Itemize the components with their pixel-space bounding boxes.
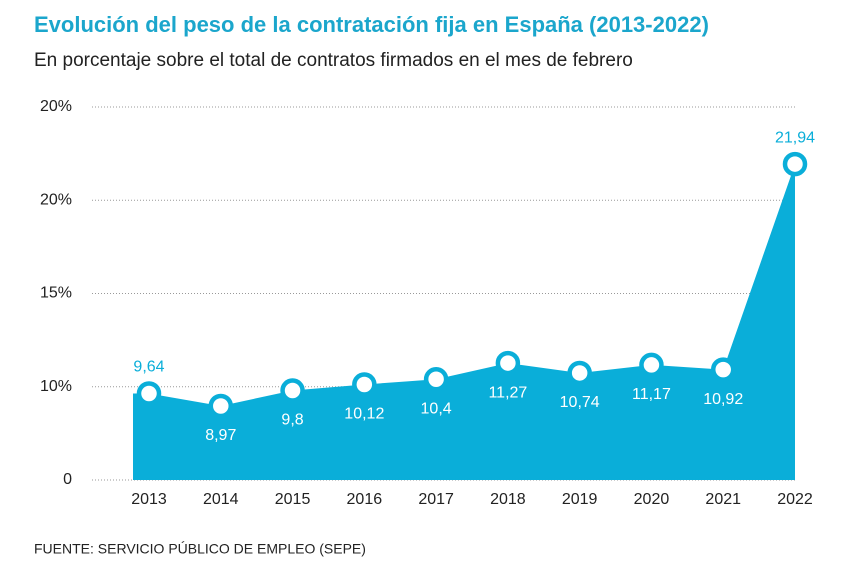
chart-subtitle: En porcentaje sobre el total de contrato…	[34, 50, 633, 71]
x-tick-label: 2015	[275, 491, 311, 508]
data-label: 10,92	[703, 391, 743, 408]
point-marker	[423, 367, 449, 392]
x-tick-label: 2014	[203, 491, 239, 508]
source-note: FUENTE: SERVICIO PÚBLICO DE EMPLEO (SEPE…	[34, 541, 366, 557]
data-label: 11,27	[488, 384, 527, 401]
x-tick-label: 2016	[347, 491, 383, 508]
y-tick-label: 10%	[40, 378, 72, 395]
point-marker	[208, 393, 234, 419]
y-tick-label: 20%	[40, 98, 72, 115]
point-marker	[567, 360, 592, 386]
x-tick-label: 2022	[777, 491, 813, 508]
point-marker	[639, 352, 664, 378]
point-marker	[495, 350, 521, 376]
y-tick-label: 15%	[40, 285, 72, 302]
data-label: 9,8	[281, 412, 303, 429]
x-tick-label: 2017	[418, 491, 454, 508]
point-marker	[782, 151, 808, 177]
y-tick-label: 0	[63, 471, 72, 488]
x-tick-label: 2018	[490, 491, 526, 508]
x-tick-label: 2019	[562, 491, 598, 508]
data-label: 10,74	[560, 394, 600, 411]
point-marker	[352, 372, 377, 397]
point-marker	[136, 381, 162, 406]
data-label: 21,94	[775, 129, 815, 146]
x-tick-label: 2020	[634, 491, 670, 508]
data-label: 9,64	[133, 359, 164, 376]
point-marker	[280, 378, 305, 403]
data-label: 10,4	[421, 401, 452, 418]
data-label: 11,17	[632, 386, 671, 403]
point-marker	[710, 357, 736, 382]
data-label: 10,12	[344, 406, 384, 423]
x-tick-label: 2021	[705, 491, 741, 508]
y-tick-label: 20%	[40, 191, 72, 208]
x-tick-label: 2013	[131, 491, 167, 508]
chart-title: Evolución del peso de la contratación fi…	[34, 12, 709, 37]
data-label: 8,97	[205, 427, 236, 444]
